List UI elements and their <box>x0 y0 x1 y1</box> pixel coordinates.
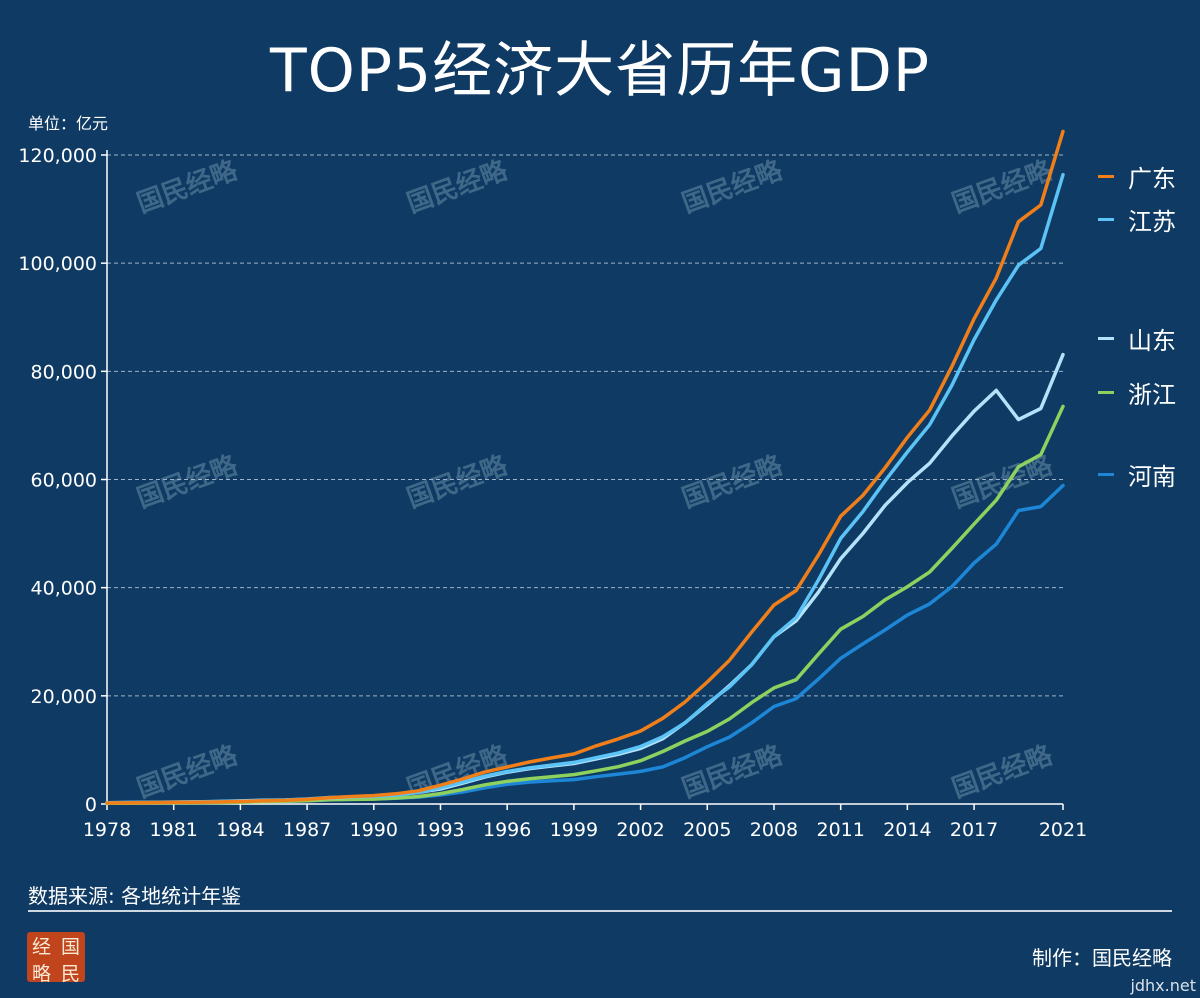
legend-swatch <box>1098 337 1114 341</box>
legend-item: 江苏 <box>1098 205 1176 237</box>
logo-char: 国 <box>60 936 80 958</box>
grid-lines <box>107 154 1063 697</box>
data-source-note: 数据来源: 各地统计年鉴 <box>28 884 242 908</box>
series-line-江苏 <box>105 172 1065 805</box>
x-tick-label: 1990 <box>350 819 398 841</box>
legend-label: 广东 <box>1128 165 1176 194</box>
legend-swatch <box>1098 391 1114 395</box>
x-tick-label: 2017 <box>950 819 998 841</box>
legend-swatch <box>1098 218 1114 222</box>
legend-item: 山东 <box>1098 324 1176 356</box>
x-tick-label: 2014 <box>883 819 931 841</box>
x-tick-label: 1999 <box>550 819 598 841</box>
x-tick-label: 2021 <box>1039 819 1087 841</box>
legend-item: 河南 <box>1098 459 1176 491</box>
watermark-text: 国民经略 <box>133 154 242 219</box>
legend-swatch <box>1098 175 1114 179</box>
y-tick-label: 100,000 <box>18 253 97 275</box>
chart-title: TOP5经济大省历年GDP <box>269 36 931 106</box>
footer-divider <box>28 910 1172 912</box>
watermark-text: 国民经略 <box>133 739 242 804</box>
watermark-text: 国民经略 <box>678 739 787 804</box>
axes: 0 20,000 40,000 60,000 80,000 100,000 120,000 1… <box>18 145 1087 841</box>
series-lines <box>105 129 1065 806</box>
brand-logo: 经 国 略 民 <box>27 932 85 985</box>
watermark-text: 国民经略 <box>403 154 512 219</box>
legend-item: 浙江 <box>1098 378 1176 410</box>
author-credit: 制作：国民经略 <box>1032 946 1172 970</box>
watermark-text: 国民经略 <box>678 154 787 219</box>
series-line-广东 <box>105 129 1065 805</box>
logo-char: 略 <box>31 963 51 985</box>
watermark-text: 国民经略 <box>948 154 1057 219</box>
legend-label: 浙江 <box>1128 381 1176 410</box>
watermark-text: 国民经略 <box>678 449 787 514</box>
x-tick-label: 1978 <box>83 819 131 841</box>
y-tick-label: 60,000 <box>31 470 97 492</box>
logo-char: 民 <box>60 963 80 985</box>
x-tick-label: 1987 <box>283 819 331 841</box>
logo-char: 经 <box>31 936 51 958</box>
x-tick-label: 2002 <box>616 819 664 841</box>
y-tick-label: 20,000 <box>31 686 97 708</box>
y-tick-label: 120,000 <box>18 145 97 167</box>
watermark-text: 国民经略 <box>403 449 512 514</box>
site-watermark: jdhx.net <box>1130 976 1196 995</box>
y-tick-label: 0 <box>85 794 97 816</box>
y-tick-label: 40,000 <box>31 578 97 600</box>
y-tick-label: 80,000 <box>31 361 97 383</box>
y-axis-unit-label: 单位：亿元 <box>28 114 109 133</box>
x-tick-label: 1984 <box>216 819 264 841</box>
watermark-text: 国民经略 <box>948 739 1057 804</box>
watermark-text: 国民经略 <box>133 449 242 514</box>
legend-label: 河南 <box>1128 462 1176 491</box>
series-line-河南 <box>105 483 1065 805</box>
x-tick-label: 1981 <box>150 819 198 841</box>
legend-label: 江苏 <box>1128 208 1176 237</box>
legend-label: 山东 <box>1128 327 1176 356</box>
x-tick-label: 1993 <box>416 819 464 841</box>
x-tick-label: 2011 <box>816 819 864 841</box>
x-tick-label: 2005 <box>683 819 731 841</box>
x-tick-label: 1996 <box>483 819 531 841</box>
watermark-text: 国民经略 <box>403 739 512 804</box>
legend-item: 广东 <box>1098 162 1176 194</box>
legend-swatch <box>1098 472 1114 476</box>
series-line-浙江 <box>105 404 1065 806</box>
x-tick-label: 2008 <box>750 819 798 841</box>
